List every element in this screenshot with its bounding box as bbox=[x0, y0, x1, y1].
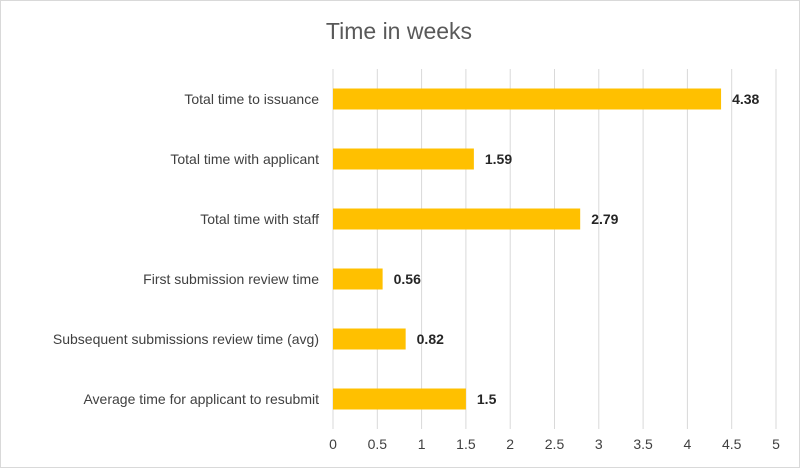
data-label: 0.82 bbox=[417, 331, 444, 347]
data-labels: 4.38 1.59 2.79 0.56 0.82 1.5 bbox=[394, 91, 760, 407]
x-axis-tick-labels: 0 0.5 1 1.5 2 2.5 3 3.5 4 4.5 5 bbox=[329, 436, 780, 452]
x-tick-label: 0.5 bbox=[368, 436, 388, 452]
category-label: First submission review time bbox=[143, 271, 319, 287]
bar bbox=[333, 268, 383, 290]
data-label: 1.5 bbox=[477, 391, 497, 407]
bar bbox=[333, 328, 406, 350]
chart-title: Time in weeks bbox=[326, 18, 472, 44]
x-tick-label: 3 bbox=[595, 436, 603, 452]
x-tick-label: 5 bbox=[772, 436, 780, 452]
bar bbox=[333, 148, 474, 170]
bars bbox=[333, 88, 722, 410]
category-label: Subsequent submissions review time (avg) bbox=[53, 331, 319, 347]
category-label: Total time with applicant bbox=[170, 151, 319, 167]
x-tick-label: 3.5 bbox=[633, 436, 653, 452]
x-tick-label: 1.5 bbox=[456, 436, 476, 452]
data-label: 2.79 bbox=[591, 211, 618, 227]
data-label: 1.59 bbox=[485, 151, 512, 167]
category-label: Total time to issuance bbox=[184, 91, 319, 107]
category-label: Total time with staff bbox=[200, 211, 319, 227]
category-label: Average time for applicant to resubmit bbox=[83, 391, 319, 407]
x-tick-label: 1 bbox=[418, 436, 426, 452]
bar bbox=[333, 88, 722, 110]
x-tick-label: 4 bbox=[684, 436, 692, 452]
data-label: 4.38 bbox=[732, 91, 759, 107]
gridlines bbox=[332, 69, 777, 429]
bar bbox=[333, 388, 466, 410]
category-labels: Total time to issuance Total time with ap… bbox=[53, 91, 319, 407]
x-tick-label: 2.5 bbox=[545, 436, 565, 452]
x-tick-label: 2 bbox=[506, 436, 514, 452]
x-tick-label: 4.5 bbox=[722, 436, 742, 452]
data-label: 0.56 bbox=[394, 271, 421, 287]
bar bbox=[333, 208, 581, 230]
x-tick-label: 0 bbox=[329, 436, 337, 452]
